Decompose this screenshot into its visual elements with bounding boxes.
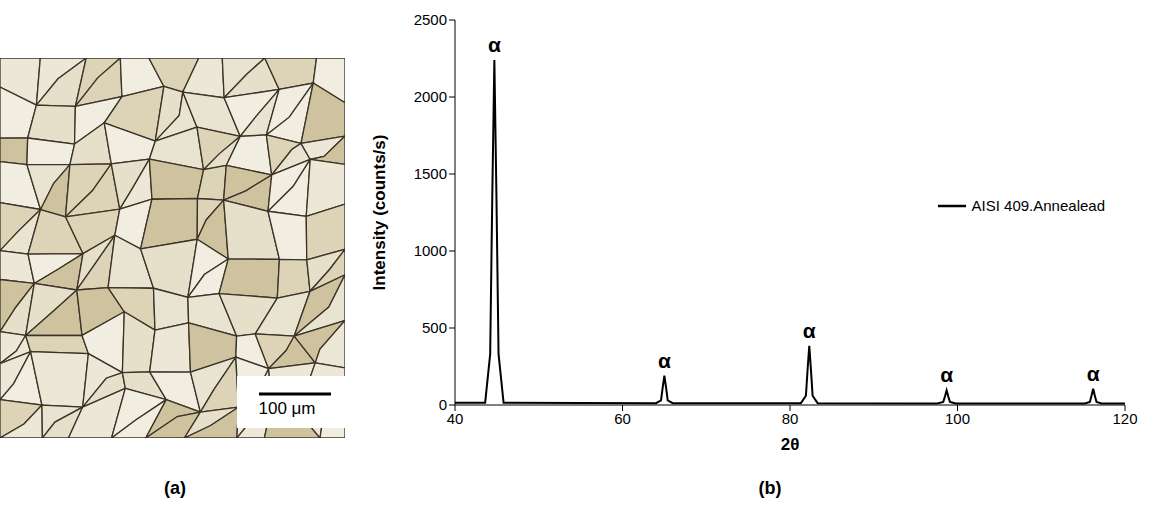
- svg-text:120: 120: [1112, 410, 1137, 427]
- svg-text:2θ: 2θ: [781, 435, 800, 454]
- svg-text:60: 60: [614, 410, 631, 427]
- svg-text:500: 500: [422, 319, 447, 336]
- svg-text:40: 40: [447, 410, 464, 427]
- svg-text:α: α: [658, 349, 671, 372]
- svg-text:2000: 2000: [414, 88, 447, 105]
- svg-text:0: 0: [439, 396, 447, 413]
- svg-text:Intensity (counts/s): Intensity (counts/s): [370, 135, 389, 291]
- svg-text:1500: 1500: [414, 165, 447, 182]
- svg-text:1000: 1000: [414, 242, 447, 259]
- svg-text:α: α: [488, 33, 501, 56]
- svg-text:α: α: [1087, 362, 1100, 385]
- svg-text:100: 100: [945, 410, 970, 427]
- svg-text:2500: 2500: [414, 11, 447, 28]
- html-text:AISI 409.Annealead: AISI 409.Annealead: [971, 197, 1105, 215]
- svg-text:100 μm: 100 μm: [258, 399, 315, 418]
- html-text:(a): (a): [164, 478, 186, 498]
- svg-text:α: α: [803, 319, 816, 342]
- svg-text:80: 80: [782, 410, 799, 427]
- svg-text:α: α: [940, 363, 953, 386]
- html-text:(b): (b): [758, 478, 782, 498]
